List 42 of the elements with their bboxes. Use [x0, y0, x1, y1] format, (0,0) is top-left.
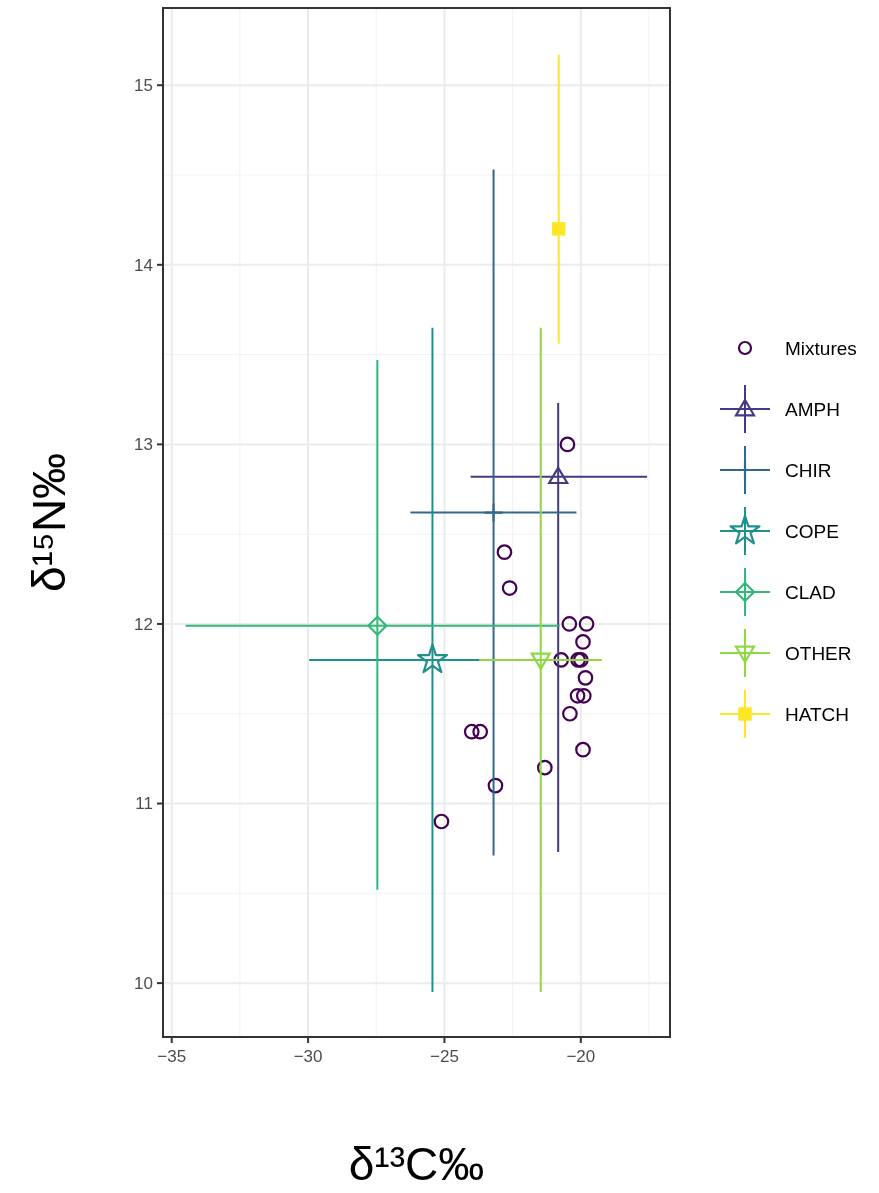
point — [559, 436, 576, 453]
point — [575, 634, 591, 650]
point — [577, 669, 594, 686]
y-tick-label: 10 — [134, 974, 153, 994]
x-tick-label: −30 — [293, 1047, 323, 1066]
legend-label: AMPH — [785, 398, 840, 420]
point — [569, 687, 586, 704]
point — [433, 813, 450, 830]
point — [548, 466, 569, 485]
point — [496, 544, 513, 560]
point — [416, 643, 449, 674]
y-tick-label: 15 — [134, 76, 153, 96]
y-tick-label: 11 — [135, 794, 153, 814]
y-tick-label: 12 — [134, 614, 153, 634]
y-tick-label: 14 — [134, 255, 153, 275]
point — [578, 616, 595, 632]
point — [501, 580, 518, 596]
point — [551, 222, 566, 236]
legend-label: COPE — [785, 520, 839, 542]
point — [487, 777, 504, 794]
point — [367, 615, 388, 636]
point — [536, 759, 553, 776]
point — [575, 687, 592, 704]
point — [553, 652, 570, 668]
x-tick-label: −20 — [566, 1047, 596, 1066]
x-tick-label: −35 — [157, 1047, 187, 1066]
legend-label: CHIR — [785, 459, 832, 481]
point — [483, 502, 504, 523]
x-tick-label: −25 — [430, 1047, 459, 1066]
legend-label: CLAD — [785, 581, 836, 603]
x-axis-title: δ¹³C‰ — [348, 1138, 485, 1190]
legend-label: HATCH — [785, 703, 850, 725]
legend-label: Mixtures — [785, 337, 857, 359]
point — [463, 723, 480, 740]
point — [575, 741, 591, 758]
y-axis-title: δ¹⁵N‰ — [23, 452, 75, 593]
y-tick-label: 13 — [134, 435, 153, 455]
point — [562, 705, 578, 722]
legend-label: OTHER — [785, 642, 852, 664]
point — [561, 616, 578, 632]
point — [530, 652, 551, 670]
point — [472, 723, 489, 740]
